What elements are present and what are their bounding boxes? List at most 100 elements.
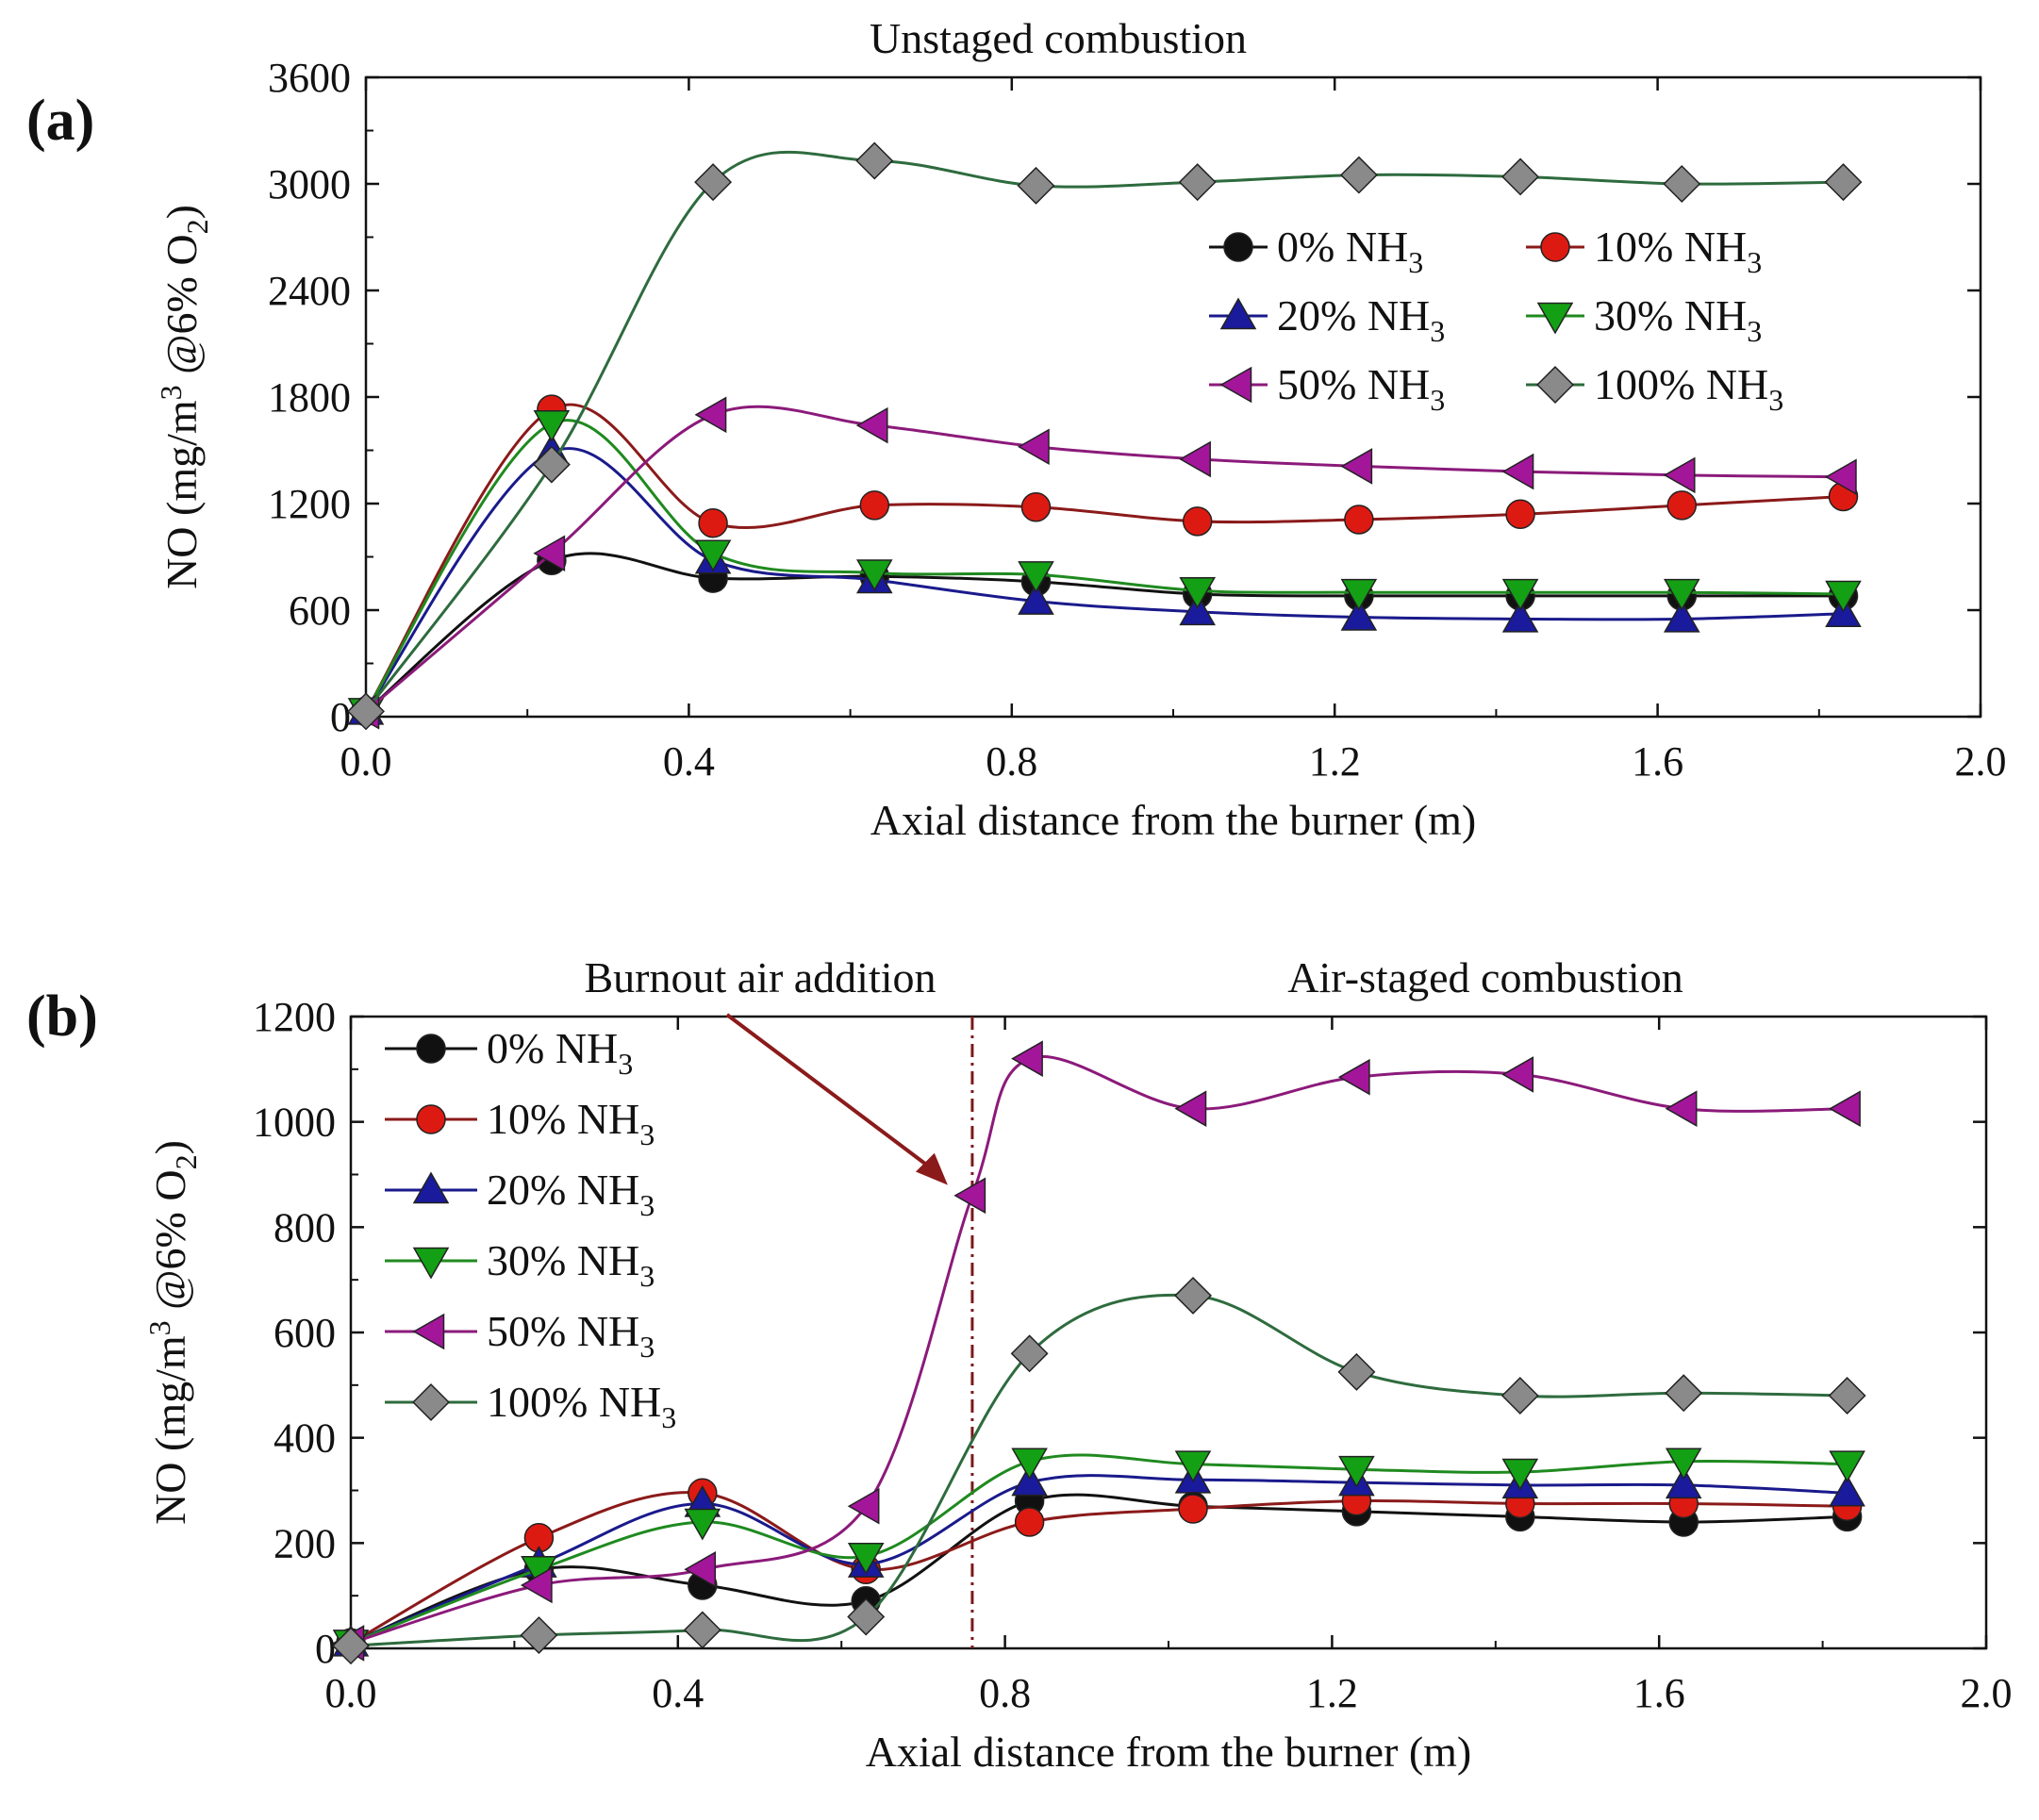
y-tick-label: 200: [274, 1520, 336, 1566]
data-point: [1825, 580, 1862, 613]
legend-item: 30% NH3: [1526, 291, 1762, 348]
legend-item: 50% NH3: [1209, 360, 1445, 417]
data-point: [1338, 1455, 1375, 1488]
data-point: [533, 535, 566, 572]
data-point: [1829, 1450, 1865, 1483]
x-tick-label: 0.8: [986, 738, 1037, 785]
data-point: [1337, 1352, 1376, 1391]
legend-label: 10% NH3: [487, 1095, 655, 1151]
x-tick-label: 2.0: [1955, 738, 2007, 785]
x-axis-label: Axial distance from the burner (m): [866, 1728, 1472, 1776]
data-point: [694, 163, 733, 202]
panel-label: (b): [26, 984, 98, 1049]
x-axis-label: Axial distance from the burner (m): [870, 796, 1477, 844]
panel-label: (a): [26, 89, 94, 153]
legend-marker: [1536, 302, 1574, 335]
y-tick-label: 1000: [253, 1100, 336, 1146]
data-point: [532, 445, 571, 484]
data-point: [1018, 561, 1054, 593]
data-point: [1179, 593, 1216, 626]
data-point: [1340, 448, 1373, 485]
data-point: [1829, 1474, 1865, 1507]
legend-item: 50% NH3: [385, 1307, 655, 1364]
series-20-nh3: [347, 433, 1862, 725]
x-tick-label: 0.0: [340, 738, 392, 785]
data-point: [1011, 1448, 1048, 1481]
legend-marker: [1219, 297, 1257, 330]
series-line: [350, 1474, 1848, 1645]
data-point: [1501, 1056, 1534, 1093]
legend-label: 30% NH3: [1594, 291, 1762, 348]
legend-item: 100% NH3: [385, 1378, 676, 1434]
data-point: [1340, 578, 1378, 611]
data-point: [520, 1566, 553, 1604]
legend-item: 0% NH3: [385, 1024, 633, 1081]
data-point: [694, 539, 732, 572]
data-point: [1824, 163, 1863, 202]
data-point: [1179, 440, 1211, 478]
data-point: [1501, 1458, 1539, 1491]
x-tick-label: 0.4: [652, 1670, 704, 1716]
series-10-nh3: [351, 394, 1859, 727]
data-point: [859, 490, 890, 521]
series-line: [350, 1453, 1848, 1645]
y-tick-label: 0: [315, 1626, 336, 1672]
data-point: [847, 1543, 885, 1575]
data-point: [1505, 499, 1535, 530]
y-axis: 0 200 400 600 800 1000 1200 NO (mg/m3 @6% O2): [142, 994, 1986, 1672]
data-point: [1340, 599, 1378, 631]
legend-label: 10% NH3: [1594, 223, 1762, 279]
legend-item: 0% NH3: [1209, 223, 1423, 279]
legend-label: 30% NH3: [487, 1236, 655, 1293]
legend-label: 20% NH3: [487, 1166, 655, 1222]
legend-marker: [416, 1034, 446, 1064]
x-tick-label: 0.0: [325, 1670, 377, 1716]
data-point: [1174, 1450, 1212, 1483]
data-point: [694, 396, 727, 434]
series-0-nh3: [351, 545, 1859, 727]
legend-marker: [412, 1247, 450, 1280]
y-tick-label: 1200: [253, 994, 336, 1040]
data-point: [1174, 1276, 1212, 1315]
data-point: [1501, 453, 1534, 490]
legend-item: 10% NH3: [1526, 223, 1762, 279]
y-tick-label: 0: [330, 694, 351, 740]
data-point: [855, 406, 888, 444]
series-line: [365, 405, 1844, 713]
data-point: [1665, 1374, 1703, 1413]
data-point: [1018, 583, 1054, 615]
data-point: [1337, 1058, 1370, 1096]
legend-marker: [1219, 366, 1252, 404]
legend-marker: [412, 1383, 450, 1421]
panel-a: (a) Unstaged combustion 0.0 0.4 0.8 1.2 1.6 2.0…: [26, 14, 2007, 844]
data-point: [347, 692, 385, 731]
x-tick-label: 1.2: [1309, 738, 1361, 785]
data-point: [1182, 506, 1213, 537]
series-line: [350, 1293, 1848, 1647]
legend: 0% NH3 10% NH3 20% NH3 30% NH3 50% NH3 100% N…: [1209, 223, 1783, 417]
data-point: [1828, 1377, 1866, 1415]
x-tick-label: 0.4: [663, 738, 715, 785]
series-line: [364, 419, 1844, 713]
data-point: [520, 1616, 558, 1655]
series-line: [350, 1491, 1848, 1645]
data-point: [684, 1550, 717, 1588]
y-axis: 0 600 1200 1800 2400 3000 3600 NO (mg/m3 @6% O2…: [154, 55, 1981, 740]
series-100-nh3: [347, 141, 1863, 731]
data-point: [1174, 1090, 1207, 1128]
x-tick-label: 0.8: [979, 1670, 1031, 1716]
data-point: [1501, 600, 1539, 633]
data-point: [1666, 490, 1698, 521]
y-tick-label: 2400: [268, 268, 351, 314]
data-point: [847, 1487, 880, 1525]
annotation-burnout-air: Burnout air addition: [584, 953, 936, 1001]
legend-item: 100% NH3: [1526, 360, 1783, 417]
data-point: [1500, 1377, 1539, 1415]
data-point: [1020, 492, 1052, 522]
legend-marker: [1536, 366, 1574, 404]
series-line: [350, 1493, 1848, 1645]
data-point: [1665, 1090, 1698, 1128]
data-point: [683, 1611, 721, 1649]
